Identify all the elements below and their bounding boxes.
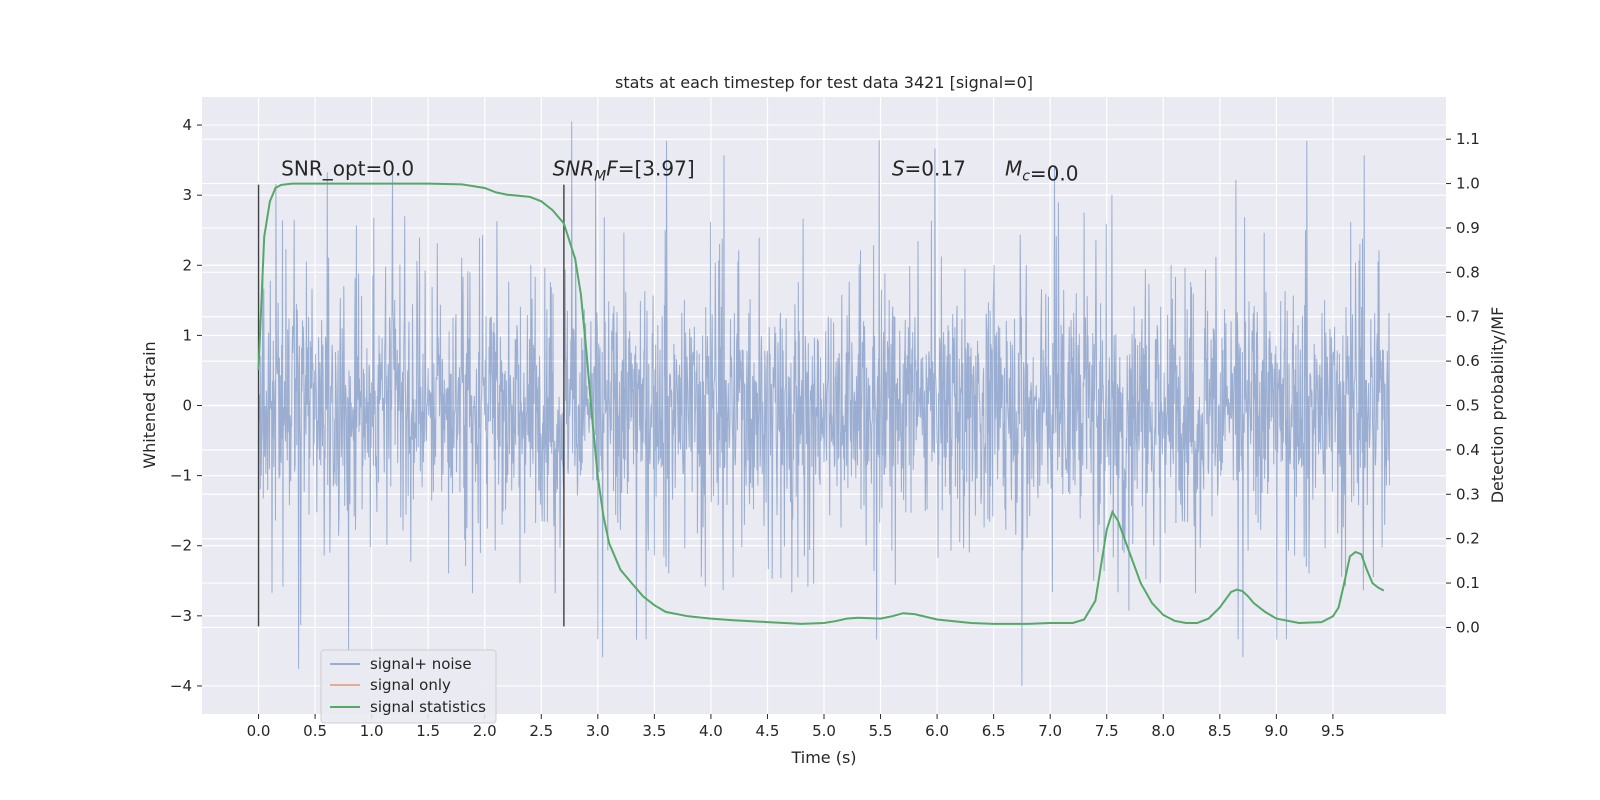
legend-box [320,649,497,724]
y2-tick-label: 0.5 [1456,397,1480,415]
legend-label-signal-only: signal only [370,676,451,694]
x-axis-label: Time (s) [790,748,856,767]
axis-ticks: 0.0 0.5 1.0 1.5 2.0 2.5 3.0 3.5 4.0 4.5 5.0 5.5 6.0 6… [170,116,1480,740]
y-tick-label: −2 [170,537,192,555]
annotation-s: S=0.17 [892,157,966,181]
y2-tick-label: 0.7 [1456,308,1480,326]
x-tick-label: 2.0 [473,722,497,740]
y2-tick-label: 0.9 [1456,219,1480,237]
y-axis-label: Whitened strain [140,341,159,468]
x-tick-label: 5.0 [812,722,836,740]
x-tick-label: 9.0 [1264,722,1288,740]
x-tick-label: 2.5 [529,722,553,740]
y2-tick-label: 0.0 [1456,618,1480,636]
annotation-mc: Mc=0.0 [1005,157,1079,186]
y-tick-label: 0 [182,397,192,415]
annotation-snr-mf: SNRMF=[3.97] [553,157,695,185]
vertical-lines [257,184,565,627]
x-tick-label: 7.5 [1095,722,1119,740]
legend-label-statistics: signal statistics [370,698,486,716]
annotations: SNR_opt=0.0 SNRMF=[3.97] S=0.17 Mc=0.0 [281,157,1078,186]
x-tick-label: 7.0 [1038,722,1062,740]
x-tick-label: 1.5 [416,722,440,740]
y-tick-label: 3 [182,186,192,204]
x-tick-label: 3.5 [642,722,666,740]
y2-tick-label: 0.1 [1456,574,1480,592]
x-tick-label: 5.5 [869,722,893,740]
annotation-snr-opt: SNR_opt=0.0 [281,157,414,181]
x-tick-label: 1.0 [360,722,384,740]
y-tick-label: 4 [182,116,192,134]
y2-tick-label: 0.3 [1456,485,1480,503]
x-tick-label: 8.5 [1208,722,1232,740]
y-tick-label: −3 [170,607,192,625]
y-tick-label: −4 [170,677,192,695]
y2-tick-label: 0.8 [1456,263,1480,281]
y-tick-label: 1 [182,326,192,344]
x-tick-label: 3.0 [586,722,610,740]
y2-tick-label: 0.6 [1456,352,1480,370]
x-tick-label: 0.5 [303,722,327,740]
x-tick-label: 6.5 [982,722,1006,740]
y2-tick-label: 0.4 [1456,441,1480,459]
signal-noise-series [258,121,1390,687]
y2-axis-label: Detection probability/MF [1488,307,1507,504]
x-tick-label: 0.0 [247,722,271,740]
signal-statistics-line [257,182,1385,625]
y-tick-label: 2 [182,256,192,274]
legend-label-noise: signal+ noise [370,655,472,673]
x-tick-label: 6.0 [925,722,949,740]
y2-tick-label: 1.1 [1456,130,1480,148]
x-tick-label: 8.0 [1151,722,1175,740]
x-tick-label: 9.5 [1321,722,1345,740]
y-tick-label: −1 [170,467,192,485]
legend: signal+ noise signal only signal statist… [320,649,497,724]
signal-noise-trace [258,121,1390,687]
chart-title: stats at each timestep for test data 342… [615,73,1033,92]
y2-tick-label: 0.2 [1456,530,1480,548]
x-tick-label: 4.5 [756,722,780,740]
y2-tick-label: 1.0 [1456,175,1480,193]
x-tick-label: 4.0 [699,722,723,740]
